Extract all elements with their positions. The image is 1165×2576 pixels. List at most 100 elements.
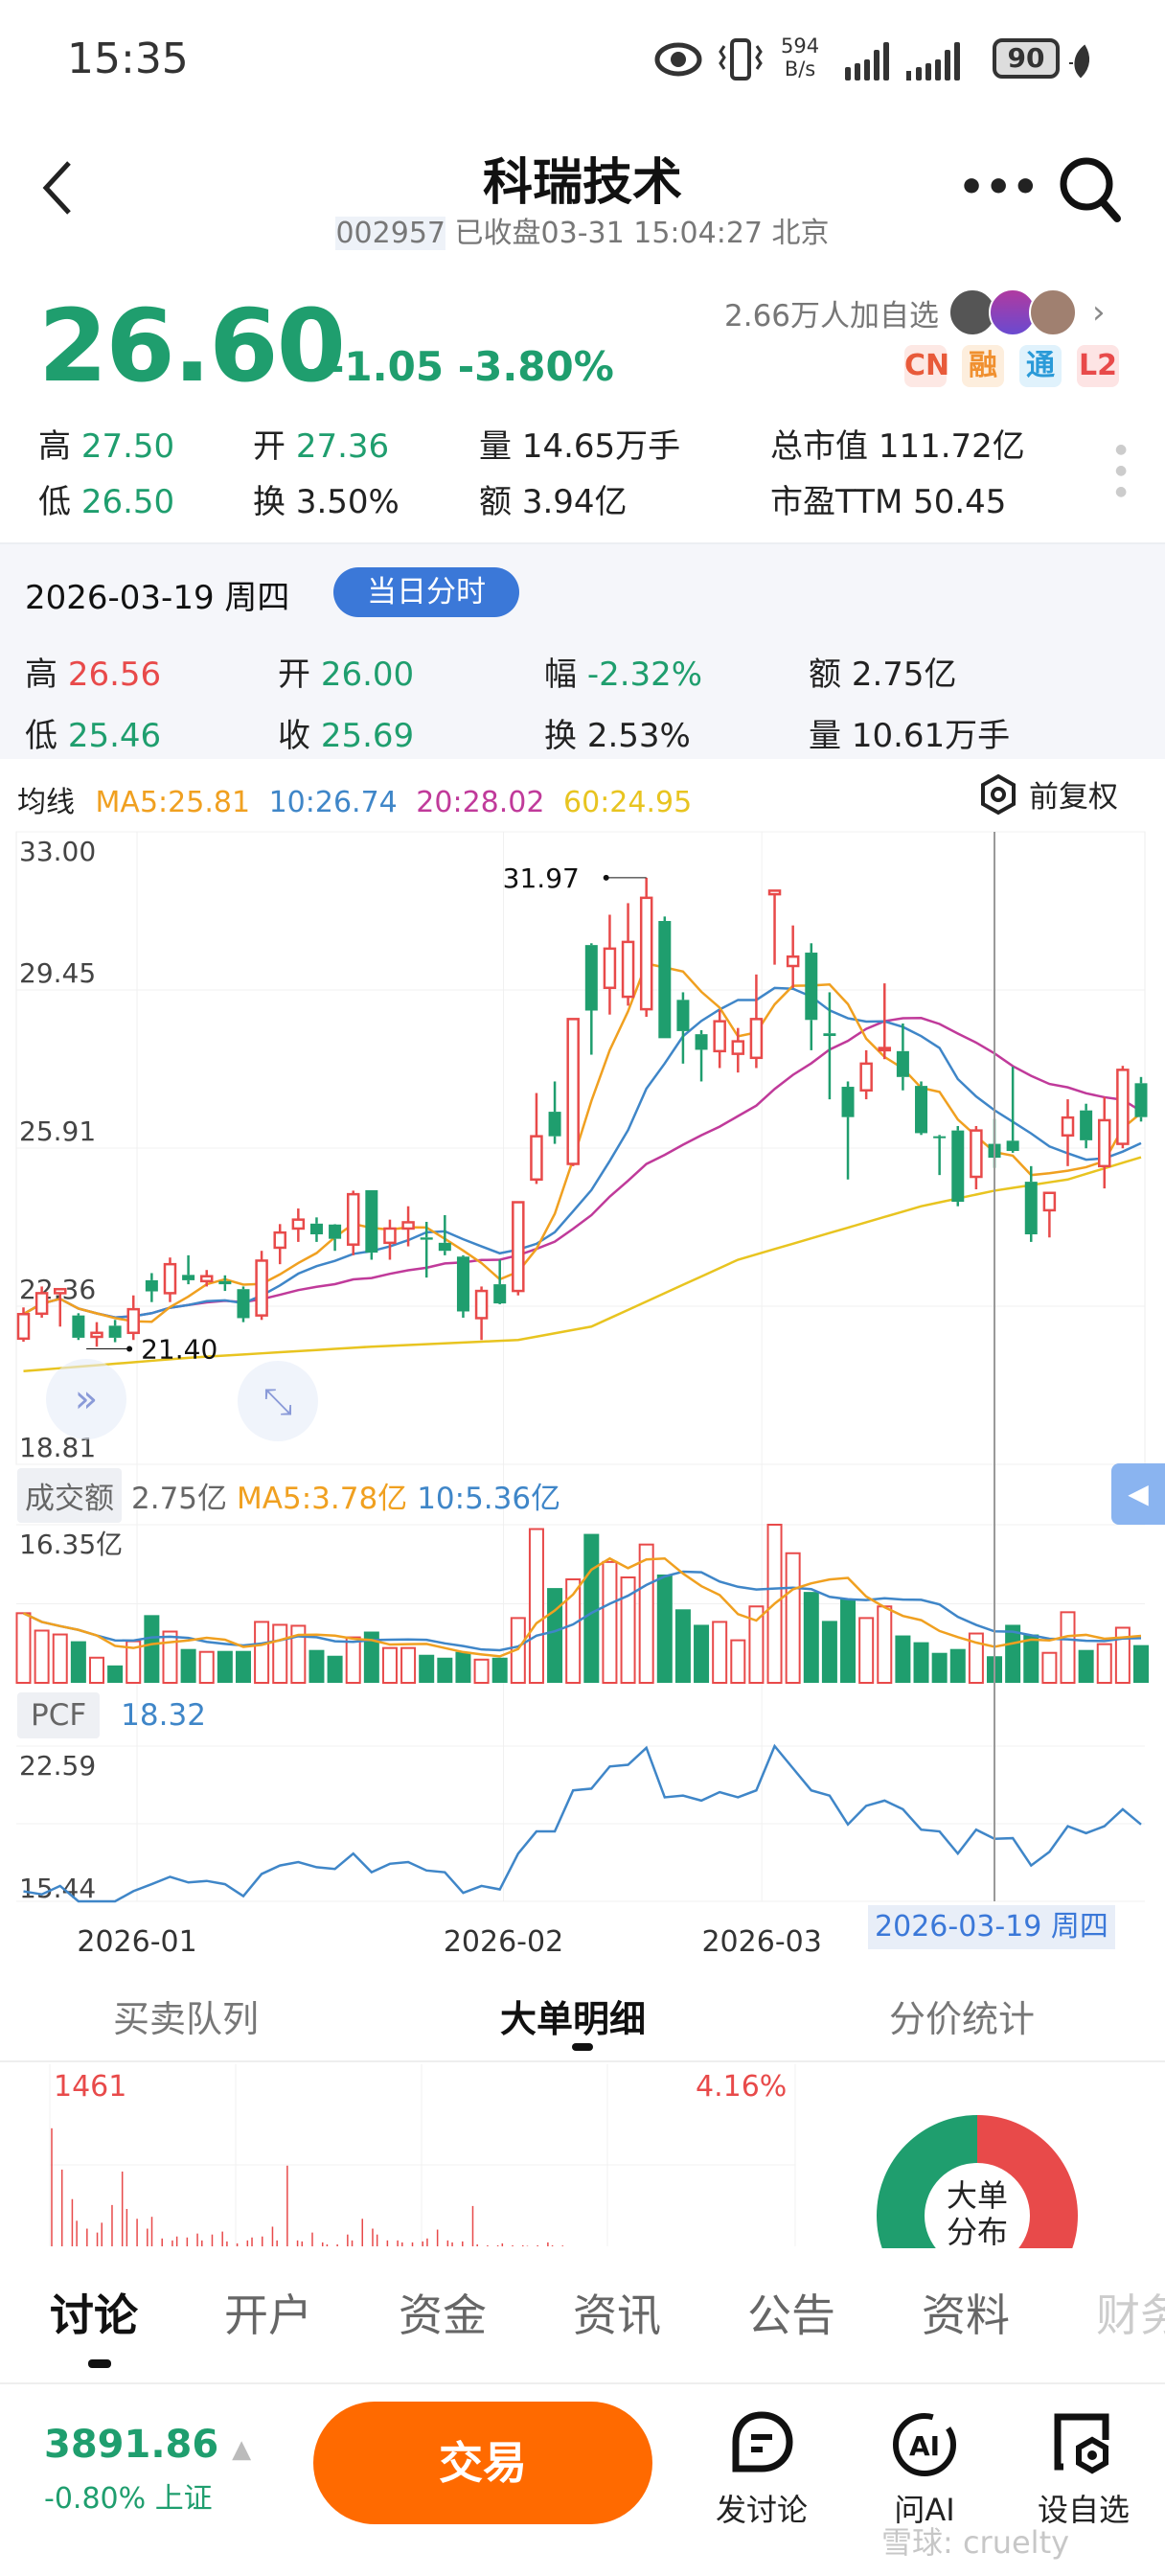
candle-body bbox=[584, 945, 598, 1011]
volume-bar bbox=[1005, 1624, 1021, 1683]
tab-announcements[interactable]: 公告 bbox=[747, 2289, 835, 2341]
candle bbox=[16, 1307, 31, 1343]
index-ticker[interactable]: 3891.86 ▲ -0.80% 上证 bbox=[44, 2423, 251, 2517]
ask-ai-button[interactable]: AI 问AI bbox=[872, 2411, 977, 2530]
volume-bar bbox=[144, 1615, 160, 1683]
volume-bar bbox=[52, 1633, 68, 1684]
day-high: 26.56 bbox=[67, 656, 162, 694]
volume-bar bbox=[583, 1533, 600, 1683]
stat-label: 开 bbox=[253, 427, 286, 466]
tab-news[interactable]: 资讯 bbox=[573, 2289, 661, 2341]
candle-body bbox=[658, 921, 672, 1039]
candle-body bbox=[309, 1223, 323, 1234]
volume-bar bbox=[674, 1609, 691, 1683]
more-button[interactable]: ••• bbox=[958, 163, 1039, 212]
volume-ma10: 10:5.36亿 bbox=[417, 1482, 561, 1516]
followers-link[interactable]: 2.66万人加自选 › bbox=[724, 284, 1106, 341]
volume-bar bbox=[785, 1552, 801, 1684]
tab-discussion[interactable]: 讨论 bbox=[50, 2289, 138, 2341]
tag-connect[interactable]: 通 bbox=[1019, 345, 1062, 387]
stat-label: 额 bbox=[809, 656, 841, 694]
candle-body bbox=[530, 1135, 543, 1182]
candle-body bbox=[951, 1130, 965, 1203]
candle-body bbox=[676, 1000, 690, 1031]
volume-bar bbox=[840, 1598, 857, 1683]
tab-financials[interactable]: 财务 bbox=[1096, 2289, 1165, 2341]
candle-body bbox=[420, 1237, 433, 1240]
volume-bar bbox=[88, 1656, 104, 1685]
intraday-button[interactable]: 当日分时 bbox=[333, 567, 519, 617]
add-watchlist-button[interactable]: 设自选 bbox=[1031, 2411, 1136, 2530]
volume-bar bbox=[400, 1646, 417, 1685]
tab-large-orders[interactable]: 大单明细 bbox=[500, 1998, 647, 2040]
candle bbox=[566, 1018, 580, 1166]
x-tick-label: 2026-03 bbox=[701, 1925, 821, 1955]
candle-body bbox=[401, 1221, 415, 1230]
candle-body bbox=[878, 1046, 892, 1052]
candle bbox=[1098, 1096, 1111, 1189]
volume-bar bbox=[656, 1574, 673, 1683]
ai-icon: AI bbox=[893, 2413, 956, 2476]
candle-body bbox=[896, 1050, 909, 1077]
candle-body bbox=[273, 1230, 286, 1250]
volume-max-label: 16.35亿 bbox=[19, 1529, 123, 1560]
candle bbox=[199, 1270, 214, 1287]
tab-profile[interactable]: 资料 bbox=[922, 2289, 1010, 2341]
volume-bar bbox=[694, 1624, 710, 1683]
low-annotation: 21.40 bbox=[141, 1334, 217, 1366]
search-icon[interactable] bbox=[1058, 153, 1125, 226]
stat-label: 额 bbox=[479, 483, 512, 521]
candle-body bbox=[1116, 1069, 1130, 1145]
scroll-left-button[interactable]: » bbox=[46, 1359, 126, 1439]
volume-bar bbox=[1041, 1651, 1058, 1684]
candle bbox=[621, 903, 635, 1006]
adjust-label: 前复权 bbox=[1029, 780, 1118, 815]
tag-l2[interactable]: L2 bbox=[1077, 345, 1119, 387]
candle-body bbox=[1061, 1116, 1075, 1137]
trade-button[interactable]: 交易 bbox=[313, 2402, 652, 2524]
candle-body bbox=[805, 953, 818, 1021]
tag-margin[interactable]: 融 bbox=[962, 345, 1004, 387]
stat-amount: 3.94亿 bbox=[521, 483, 628, 521]
candle-body bbox=[548, 1112, 561, 1137]
volume-bar bbox=[547, 1588, 563, 1683]
stat-label: 量 bbox=[479, 427, 512, 466]
tab-order-queue[interactable]: 买卖队列 bbox=[113, 1998, 260, 2040]
net-speed-unit: B/s bbox=[784, 58, 816, 80]
stat-label: 量 bbox=[809, 717, 841, 755]
battery-icon: 90 bbox=[993, 38, 1060, 79]
pcf-label[interactable]: PCF bbox=[17, 1692, 101, 1738]
candle-body bbox=[493, 1284, 507, 1304]
day-amount: 2.75亿 bbox=[851, 656, 957, 694]
candle bbox=[401, 1206, 415, 1247]
candle-body bbox=[1024, 1182, 1038, 1234]
volume-bar bbox=[455, 1651, 471, 1683]
active-tab-indicator bbox=[88, 2359, 111, 2368]
candle-body bbox=[786, 954, 800, 968]
volume-bar bbox=[290, 1624, 307, 1685]
tab-open-account[interactable]: 开户 bbox=[224, 2289, 312, 2341]
selected-date-label: 2026-03-19 周四 bbox=[868, 1905, 1115, 1949]
tab-price-stats[interactable]: 分价统计 bbox=[889, 1998, 1036, 2040]
collapse-panel-button[interactable]: ◀ bbox=[1111, 1463, 1165, 1525]
post-discussion-button[interactable]: 发讨论 bbox=[709, 2411, 814, 2530]
back-button[interactable] bbox=[38, 159, 77, 217]
tab-funds[interactable]: 资金 bbox=[399, 2289, 487, 2341]
volume-bar bbox=[638, 1543, 654, 1684]
tag-cn[interactable]: CN bbox=[904, 345, 949, 387]
volume-label[interactable]: 成交额 bbox=[17, 1468, 122, 1523]
stock-charts[interactable]: 33.0029.4525.9122.3618.812026-012026-022… bbox=[0, 824, 1165, 1955]
ma10-line bbox=[22, 986, 1142, 1320]
adjust-button[interactable]: 前复权 bbox=[977, 772, 1118, 816]
candle-body bbox=[291, 1218, 306, 1230]
candle bbox=[145, 1273, 158, 1302]
volume-bar bbox=[217, 1650, 233, 1683]
ask-ai-label: 问AI bbox=[894, 2492, 955, 2528]
fullscreen-button[interactable]: ⤡ bbox=[238, 1361, 318, 1441]
expand-stats-handle[interactable]: ● ● ● bbox=[1115, 442, 1128, 499]
stat-label: 幅 bbox=[544, 656, 577, 694]
pcf-line bbox=[23, 1743, 1142, 1903]
day-amplitude: -2.32% bbox=[586, 656, 703, 694]
price-tick-label: 33.00 bbox=[19, 836, 96, 867]
avatar bbox=[1029, 288, 1078, 336]
